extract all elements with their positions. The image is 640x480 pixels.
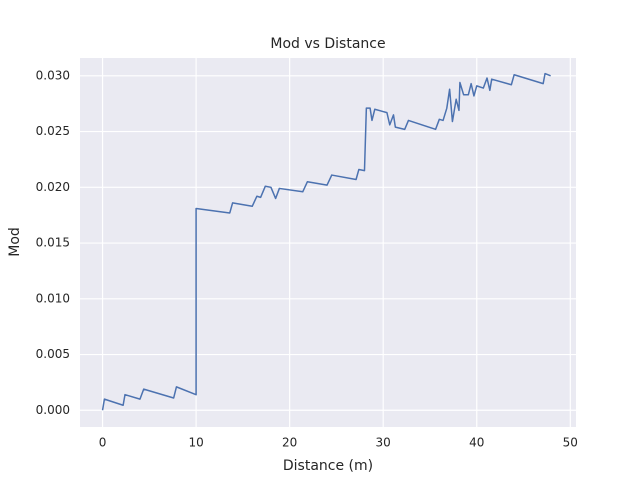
y-tick-label: 0.030 xyxy=(36,68,70,82)
data-line xyxy=(101,72,551,411)
y-tick-label: 0.015 xyxy=(36,236,70,250)
y-axis-label: Mod xyxy=(7,227,23,257)
x-tick-label: 50 xyxy=(563,436,578,450)
x-tick-label: 10 xyxy=(188,436,203,450)
x-tick-label: 30 xyxy=(376,436,391,450)
x-tick-label: 0 xyxy=(99,436,107,450)
y-tick-label: 0.010 xyxy=(36,291,70,305)
y-tick-label: 0.005 xyxy=(36,347,70,361)
x-tick-label: 20 xyxy=(282,436,297,450)
y-tick-label: 0.000 xyxy=(36,403,70,417)
x-axis-label: Distance (m) xyxy=(283,458,373,474)
y-tick-label: 0.020 xyxy=(36,180,70,194)
chart-title: Mod vs Distance xyxy=(270,36,385,52)
x-tick-label: 40 xyxy=(469,436,484,450)
y-tick-label: 0.025 xyxy=(36,124,70,138)
